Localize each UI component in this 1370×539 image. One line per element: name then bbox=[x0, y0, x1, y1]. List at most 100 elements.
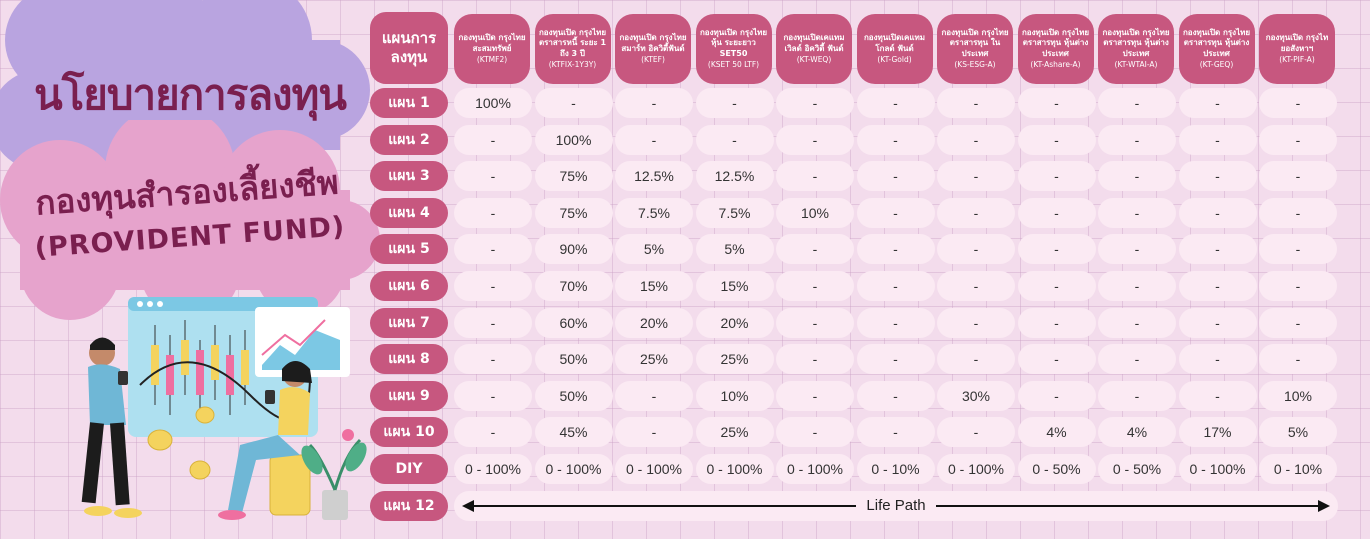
allocation-cell: - bbox=[1098, 161, 1176, 192]
table-row: แผน 1 100% - - - - - - - - - - bbox=[370, 86, 1360, 120]
allocation-cell: - bbox=[776, 88, 854, 118]
allocation-cell: 10% bbox=[695, 380, 774, 411]
fund-name: กองทุนเปิดเคแทม เวิลด์ อิควิตี้ ฟันด์ bbox=[783, 33, 845, 53]
fund-header-7: กองทุนเปิด กรุงไทยตราสารทุน ในประเทศ (KS-… bbox=[937, 14, 1013, 84]
allocation-cell: 5% bbox=[1259, 417, 1337, 448]
allocation-cell: - bbox=[695, 88, 774, 118]
allocation-cell: - bbox=[1017, 271, 1096, 301]
allocation-cell: - bbox=[1178, 271, 1257, 301]
allocation-cell: 0 - 50% bbox=[1098, 454, 1176, 484]
allocation-cell: 7.5% bbox=[615, 197, 693, 228]
fund-name: กองทุนเปิด กรุงไทยตราสารทุน หุ้นต่างประเ… bbox=[1021, 28, 1090, 58]
fund-code: (KTMF2) bbox=[476, 55, 508, 65]
fund-name: กองทุนเปิด กรุงไทยสะสมทรัพย์ bbox=[458, 33, 526, 53]
allocation-cell: - bbox=[695, 124, 774, 155]
allocation-cell: 12.5% bbox=[615, 161, 693, 192]
allocation-cell: 30% bbox=[937, 380, 1015, 411]
allocation-cell: - bbox=[534, 88, 613, 118]
allocation-cell: - bbox=[1259, 344, 1337, 375]
allocation-cell: 15% bbox=[615, 271, 693, 301]
allocation-cell: - bbox=[776, 124, 854, 155]
trader-man-illustration bbox=[81, 337, 142, 518]
fund-code: (KT-PIF-A) bbox=[1279, 55, 1315, 65]
allocation-cell: - bbox=[776, 271, 854, 301]
table-row: แผน 2-100% - - - - - - - - - bbox=[370, 123, 1360, 157]
table-row: แผน 8-50% 25% 25% - - - - - - - bbox=[370, 342, 1360, 376]
allocation-cell: - bbox=[615, 124, 693, 155]
allocation-cell: 75% bbox=[534, 161, 613, 192]
allocation-cell: - bbox=[615, 380, 693, 411]
allocation-cell: - bbox=[856, 124, 935, 155]
allocation-cell: - bbox=[1098, 197, 1176, 228]
plan-label: แผน 1 bbox=[370, 88, 448, 118]
fund-header-10: กองทุนเปิด กรุงไทยตราสารทุน หุ้นต่างประเ… bbox=[1178, 14, 1255, 84]
allocation-cell: - bbox=[454, 271, 532, 301]
allocation-cell: - bbox=[1098, 234, 1176, 265]
allocation-cell: 5% bbox=[615, 234, 693, 265]
allocation-cell: - bbox=[1178, 234, 1257, 265]
table-row: แผน 10-45% -25% - - -4% 4% 17% 5% bbox=[370, 415, 1360, 449]
fund-name: กองทุนเปิดเคแทม โกลด์ ฟันด์ bbox=[863, 33, 926, 53]
potted-plant-icon bbox=[301, 429, 367, 520]
allocation-cell: 0 - 100% bbox=[454, 454, 532, 484]
allocation-cell: - bbox=[937, 271, 1015, 301]
fund-header-9: กองทุนเปิด กรุงไทยตราสารทุน หุ้นต่างประเ… bbox=[1098, 14, 1174, 84]
allocation-cell: 17% bbox=[1178, 417, 1257, 448]
allocation-cell: 5% bbox=[695, 234, 774, 265]
allocation-cell: 90% bbox=[534, 234, 613, 265]
allocation-cell: - bbox=[454, 417, 532, 448]
allocation-cell: - bbox=[1098, 380, 1176, 411]
fund-name: กองทุนเปิด กรุงไทยหุ้น ระยะยาว SET50 bbox=[699, 28, 768, 58]
allocation-cell: - bbox=[776, 234, 854, 265]
allocation-cell: 45% bbox=[534, 417, 613, 448]
fund-code: (KS-ESG-A) bbox=[954, 60, 996, 70]
fund-name: กองทุนเปิด กรุงไทยตราสารหนี้ ระยะ 1 ถึง … bbox=[538, 28, 607, 58]
investor-illustration bbox=[81, 297, 367, 520]
allocation-cell: 25% bbox=[695, 344, 774, 375]
allocation-cell: - bbox=[1259, 271, 1337, 301]
allocation-cell: 100% bbox=[534, 124, 613, 155]
allocation-cell: - bbox=[856, 197, 935, 228]
allocation-cell: 50% bbox=[534, 344, 613, 375]
fund-header-3: กองทุนเปิด กรุงไทยสมาร์ท อิควิตี้ฟันด์ (K… bbox=[615, 14, 691, 84]
allocation-cell: - bbox=[937, 161, 1015, 192]
trader-woman-illustration bbox=[218, 361, 312, 520]
allocation-cell: - bbox=[937, 307, 1015, 338]
allocation-cell: - bbox=[856, 271, 935, 301]
allocation-cell: - bbox=[776, 344, 854, 375]
allocation-cell: - bbox=[856, 307, 935, 338]
allocation-cell: - bbox=[856, 161, 935, 192]
allocation-cell: 50% bbox=[534, 380, 613, 411]
allocation-cell: - bbox=[454, 234, 532, 265]
allocation-cell: - bbox=[776, 380, 854, 411]
allocation-cell: - bbox=[1259, 161, 1337, 192]
fund-code: (KT-Gold) bbox=[877, 55, 912, 65]
allocation-cell: - bbox=[1017, 234, 1096, 265]
allocation-cell: 10% bbox=[1259, 380, 1337, 411]
fund-name: กองทุนเปิด กรุงไทยตราสารทุน หุ้นต่างประเ… bbox=[1102, 28, 1170, 58]
plan-label: แผน 7 bbox=[370, 307, 448, 338]
allocation-cell: 0 - 100% bbox=[615, 454, 693, 484]
allocation-cell: - bbox=[937, 417, 1015, 448]
allocation-cell: 4% bbox=[1017, 417, 1096, 448]
plan-label: แผน 3 bbox=[370, 161, 448, 192]
allocation-cell: 0 - 100% bbox=[1178, 454, 1257, 484]
fund-header-11: กองทุนเปิด กรุงไทยอสังหาฯ (KT-PIF-A) bbox=[1259, 14, 1335, 84]
plan-label: แผน 4 bbox=[370, 197, 448, 228]
allocation-cell: - bbox=[1259, 234, 1337, 265]
allocation-cell: 20% bbox=[695, 307, 774, 338]
lifepath-span-cell: Life Path bbox=[454, 490, 1338, 521]
allocation-cell: - bbox=[856, 344, 935, 375]
allocation-cell: - bbox=[937, 124, 1015, 155]
fund-header-1: กองทุนเปิด กรุงไทยสะสมทรัพย์ (KTMF2) bbox=[454, 14, 530, 84]
allocation-cell: - bbox=[1017, 344, 1096, 375]
fund-code: (KT-WEQ) bbox=[796, 55, 832, 65]
fund-code: (KT-Ashare-A) bbox=[1030, 60, 1081, 70]
allocation-cell: - bbox=[856, 234, 935, 265]
allocation-cell: - bbox=[454, 197, 532, 228]
allocation-cell: 0 - 100% bbox=[937, 454, 1015, 484]
allocation-cell: 0 - 100% bbox=[534, 454, 613, 484]
table-row: แผน 3-75% 12.5% 12.5% - - - - - - - bbox=[370, 159, 1360, 193]
fund-name: กองทุนเปิด กรุงไทยตราสารทุน หุ้นต่างประเ… bbox=[1182, 28, 1251, 58]
fund-name: กองทุนเปิด กรุงไทยอสังหาฯ bbox=[1265, 33, 1329, 53]
